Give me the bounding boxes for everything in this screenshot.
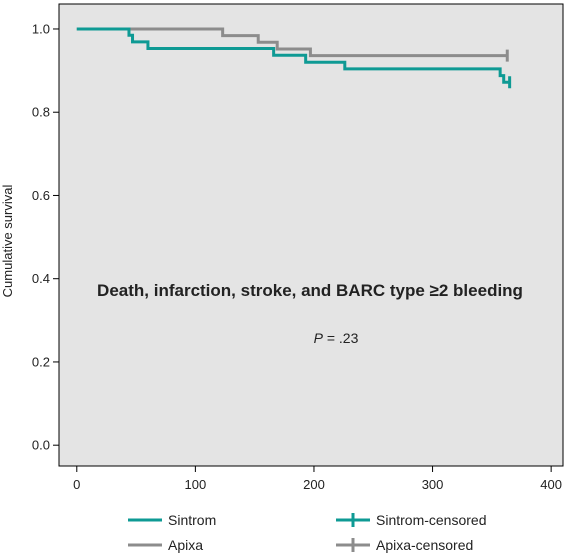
chart-annotation-title: Death, infarction, stroke, and BARC type… [97,281,523,300]
y-tick-label: 0.6 [32,188,50,203]
y-axis-label: Cumulative survival [0,185,15,298]
legend-label: Apixa [168,537,203,553]
y-tick-label: 0.4 [32,271,50,286]
x-tick-label: 200 [303,477,325,492]
legend-item: Apixa [128,537,203,553]
y-tick-label: 0.0 [32,438,50,453]
y-axis: 0.0 0.2 0.4 0.6 0.8 1.0 [32,21,59,453]
y-tick-label: 0.2 [32,354,50,369]
x-tick-label: 300 [422,477,444,492]
legend-item: Sintrom-censored [336,512,487,528]
x-tick-label: 100 [185,477,207,492]
legend: Sintrom Sintrom-censored Apixa Apixa-censor… [128,512,487,553]
legend-label: Apixa-censored [376,537,473,553]
plot-area [58,3,564,467]
x-axis: 0 100 200 300 400 [73,466,562,492]
series-layer [76,27,512,89]
legend-label: Sintrom-censored [376,512,487,528]
p-value-text: = .23 [323,330,359,346]
p-value-symbol: P [314,330,324,346]
y-tick-label: 1.0 [32,21,50,36]
x-tick-label: 400 [540,477,562,492]
series-line-apixa [76,27,508,58]
legend-item: Sintrom [128,512,216,528]
legend-label: Sintrom [168,512,216,528]
legend-item: Apixa-censored [336,537,473,553]
y-tick-label: 0.8 [32,105,50,120]
series-line-sintrom [76,27,509,84]
p-value-annotation: P = .23 [314,330,359,346]
x-tick-label: 0 [73,477,80,492]
